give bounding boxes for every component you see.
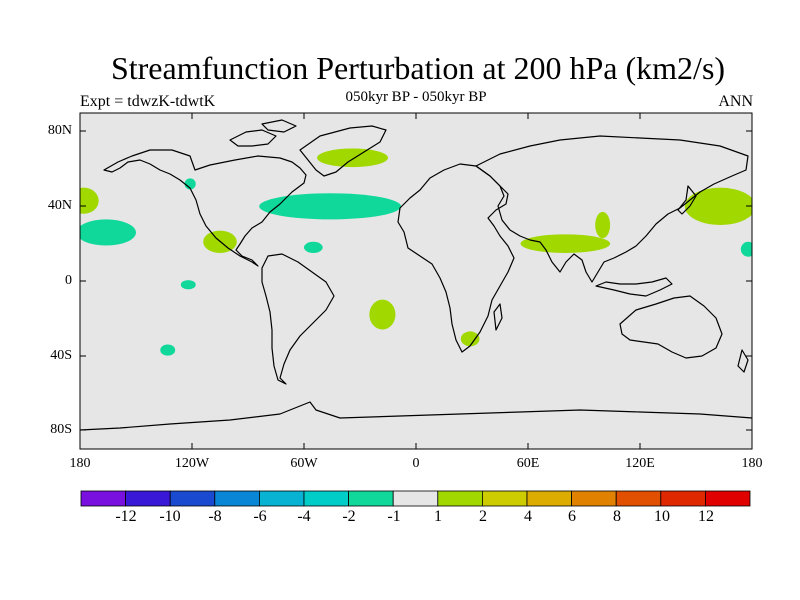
colorbar-swatch: [526, 490, 572, 507]
anomaly-region-pacific-east-edge: [740, 241, 752, 257]
coast-madagascar: [493, 303, 503, 331]
colorbar-swatch: [169, 490, 216, 507]
anomaly-region-greenland: [317, 148, 388, 168]
colorbar-swatch: [348, 490, 394, 507]
map-plot-area: [80, 113, 752, 449]
anomaly-region-north-atlantic: [259, 193, 402, 220]
colorbar-swatch: [125, 490, 171, 507]
colorbar-label: -1: [387, 508, 401, 525]
coast-south-america: [261, 253, 335, 385]
lon-label-60e: 60E: [516, 456, 540, 471]
lon-label-60w: 60W: [290, 456, 318, 471]
axis-ticks: [80, 113, 752, 449]
anomaly-region-canada: [184, 178, 196, 190]
colorbar-swatch: [660, 490, 706, 507]
season-label: ANN: [718, 93, 753, 110]
coast-arctic-islands: [229, 119, 297, 147]
colorbar-label: 8: [613, 508, 621, 525]
colorbar-label: 10: [654, 508, 670, 525]
coastlines: [79, 119, 753, 431]
coast-asia: [475, 135, 749, 283]
colorbar-swatch: [705, 490, 751, 507]
colorbar-swatch: [392, 490, 439, 507]
lon-label-180w: 180: [69, 456, 91, 471]
coast-europe-africa: [397, 163, 515, 353]
colorbar-label: 12: [698, 508, 714, 525]
colorbar-label: -6: [253, 508, 267, 525]
lat-label-80s: 80S: [50, 422, 72, 437]
colorbar-swatch: [214, 490, 260, 507]
anomaly-region-south-atlantic: [369, 299, 396, 330]
anomaly-region-pacific-ne: [80, 219, 136, 246]
colorbar-label: 1: [434, 508, 442, 525]
colorbar-label: -10: [159, 508, 181, 525]
lat-label-40s: 40S: [50, 348, 72, 363]
coast-new-zealand: [737, 349, 749, 373]
anomaly-region-south-pacific: [160, 344, 176, 356]
coast-australia: [619, 295, 723, 359]
colorbar: [80, 490, 751, 507]
colorbar-label: -2: [342, 508, 356, 525]
anomaly-region-south-africa: [460, 331, 480, 347]
lon-label-0: 0: [412, 456, 420, 471]
colorbar-label: -8: [208, 508, 222, 525]
lat-label-equator: 0: [65, 273, 72, 288]
experiment-label: Expt = tdwzK-tdwtK: [80, 93, 216, 110]
colorbar-label: -4: [297, 508, 311, 525]
lon-label-120w: 120W: [174, 456, 210, 471]
map-title: Streamfunction Perturbation at 200 hPa (…: [110, 50, 726, 86]
lat-label-40n: 40N: [47, 198, 72, 213]
colorbar-swatch: [258, 490, 305, 507]
lon-label-120e: 120E: [625, 456, 655, 471]
coast-greenland: [299, 125, 387, 177]
anomaly-region-north-pacific: [684, 187, 752, 225]
anomaly-region-pacific-nw: [80, 187, 99, 214]
anomaly-region-tibet: [595, 211, 611, 239]
map-subtitle: 050kyr BP - 050kyr BP: [345, 89, 487, 105]
coast-indonesia: [595, 277, 673, 297]
colorbar-label: 6: [568, 508, 576, 525]
anomaly-regions: [80, 148, 752, 356]
colorbar-swatch: [571, 490, 617, 507]
colorbar-label: 4: [524, 508, 532, 525]
colorbar-swatch: [437, 490, 483, 507]
coast-antarctica: [79, 401, 753, 431]
coast-north-america: [103, 149, 307, 267]
coast-japan: [677, 185, 697, 215]
colorbar-label: -12: [115, 508, 137, 525]
anomaly-region-india: [520, 234, 611, 254]
anomaly-region-atlantic-trop: [304, 241, 323, 253]
colorbar-label: 2: [479, 508, 487, 525]
colorbar-swatch: [481, 490, 528, 507]
lon-label-180e: 180: [741, 456, 763, 471]
colorbar-swatch: [615, 490, 662, 507]
colorbar-swatch: [303, 490, 349, 507]
lat-label-80n: 80N: [47, 123, 72, 138]
colorbar-swatch: [80, 490, 126, 507]
anomaly-region-east-pacific: [180, 280, 196, 290]
